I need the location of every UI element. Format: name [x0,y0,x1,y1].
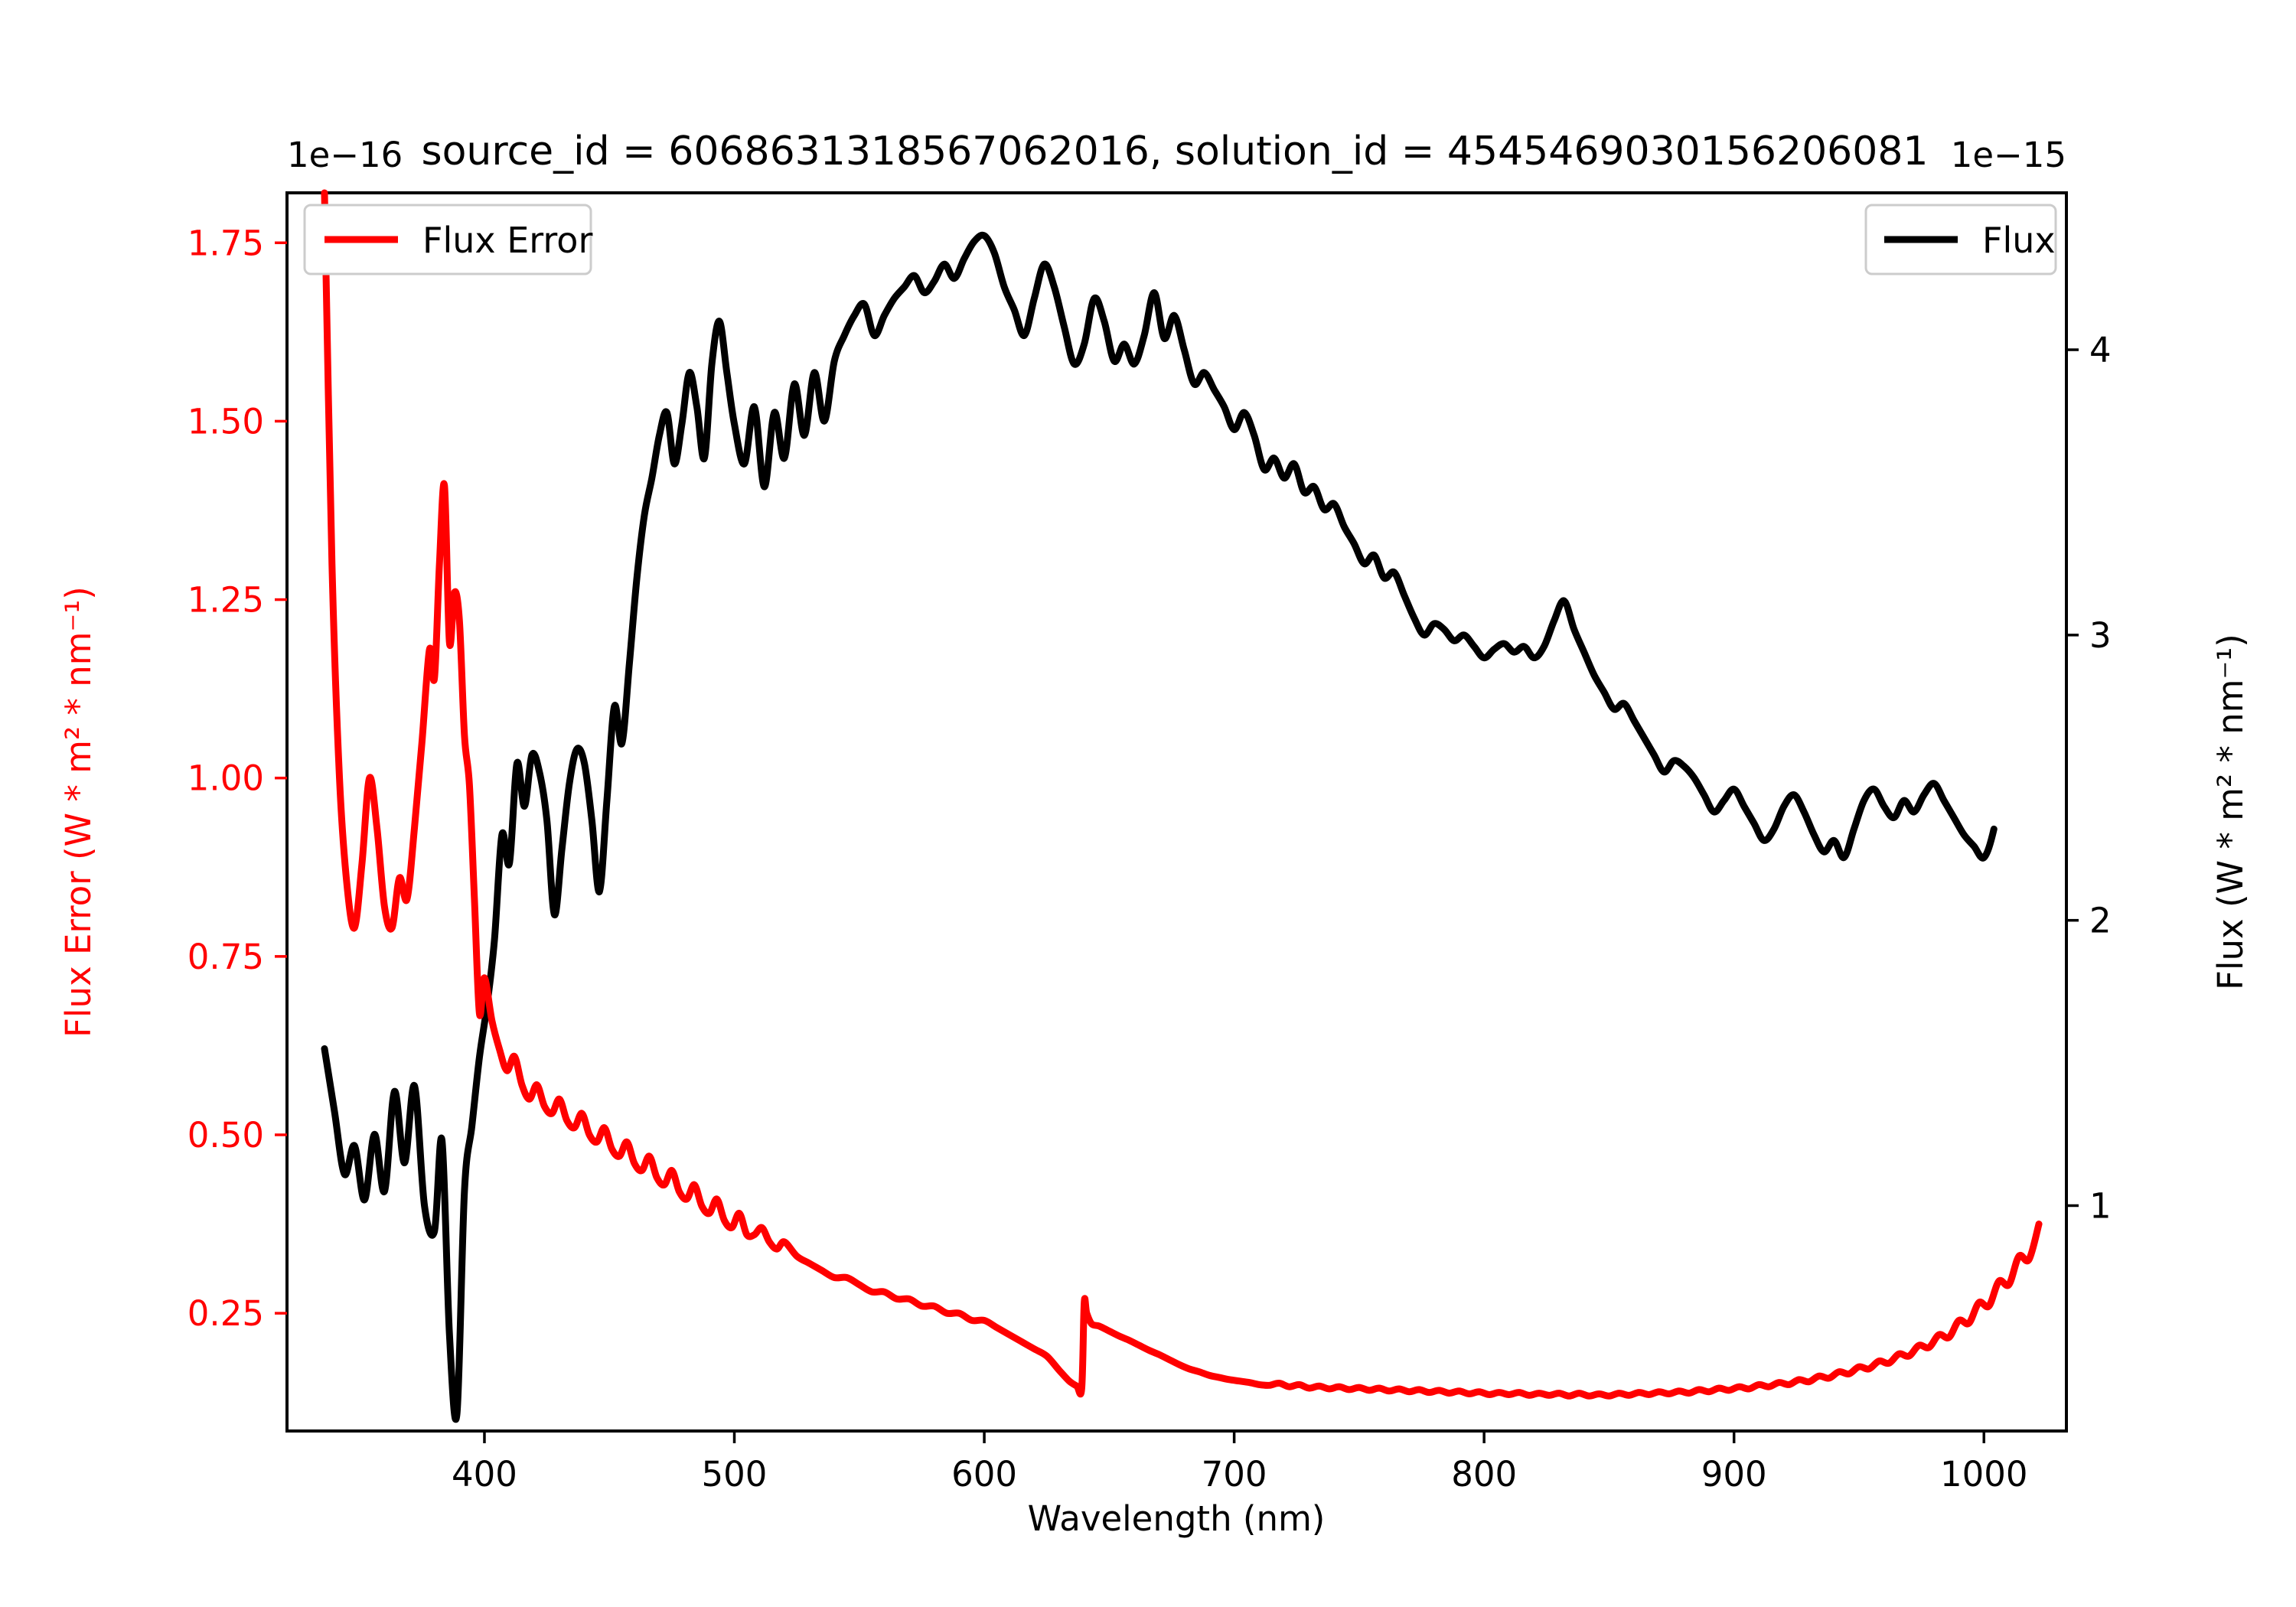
right-y-tick-label: 1 [2089,1185,2112,1226]
left-axis-ticks: 0.25 0.50 0.75 1.00 1.25 1.50 1.75 [188,223,287,1334]
left-y-tick-label: 1.50 [188,401,264,442]
flux-legend-box [1864,204,2057,275]
right-axis-offset-text: 1e−15 [1951,135,2066,175]
data-series-group [321,189,2043,1423]
flux-error-legend-box [303,204,592,275]
left-y-tick-label: 0.25 [188,1293,264,1334]
page-title: source_id = 6068631318567062016, solutio… [421,129,1928,174]
flux-error-series-line [321,189,2043,1400]
left-y-tick-label: 0.75 [188,937,264,977]
right-y-axis-label: Flux (W * m² * nm⁻¹) [2210,634,2251,990]
flux-legend-label: Flux [1982,220,2056,261]
left-y-tick-label: 1.75 [188,223,264,263]
flux-series-line [321,231,1998,1423]
x-tick-label: 900 [1701,1454,1767,1495]
plot-frame [285,191,2068,1433]
right-y-tick-label: 4 [2089,330,2112,370]
flux-error-legend-label: Flux Error [422,220,592,261]
left-y-axis-label: Flux Error (W * m² * nm⁻¹) [58,586,99,1038]
x-axis-label: Wavelength (nm) [1028,1498,1326,1539]
x-tick-label: 1000 [1940,1454,2028,1495]
x-tick-label: 400 [452,1454,517,1495]
x-tick-label: 500 [702,1454,768,1495]
x-tick-label: 600 [951,1454,1017,1495]
right-axis-ticks: 1 2 3 4 [2066,330,2112,1226]
flux-legend[interactable]: Flux [1864,204,2057,275]
left-axis-offset-text: 1e−16 [287,135,403,175]
x-tick-label: 800 [1451,1454,1517,1495]
left-y-tick-label: 1.00 [188,758,264,799]
left-y-tick-label: 0.50 [188,1115,264,1156]
right-y-tick-label: 2 [2089,901,2112,941]
flux-error-legend[interactable]: Flux Error [303,204,592,275]
x-tick-label: 700 [1202,1454,1267,1495]
left-y-tick-label: 1.25 [188,580,264,621]
x-axis-ticks: 400 500 600 700 800 900 1000 [452,1431,2028,1495]
right-y-tick-label: 3 [2089,615,2112,656]
